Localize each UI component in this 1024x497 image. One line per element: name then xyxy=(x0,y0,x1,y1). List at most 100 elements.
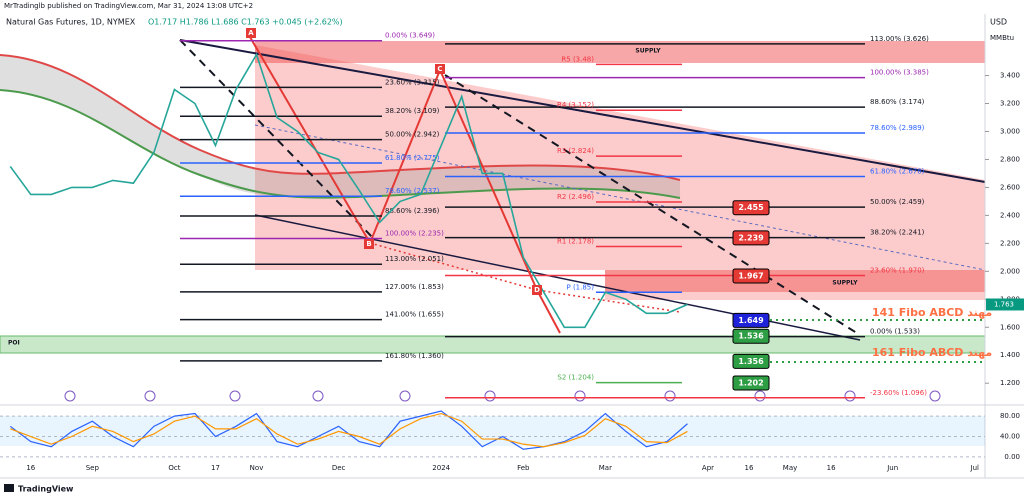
y-tick-label: 80.00 xyxy=(1000,412,1020,420)
level-label: 78.60% (2.537) xyxy=(385,187,440,195)
level-label: 161.80% (1.360) xyxy=(385,352,444,360)
price-tag xyxy=(732,375,770,391)
annotation: 161 Fibo ABCD مهند xyxy=(872,346,992,359)
y-tick-label: 2.000 xyxy=(1000,267,1020,275)
level-label: 50.00% (2.459) xyxy=(870,198,925,206)
y-tick-label: 2.200 xyxy=(1000,239,1020,247)
level-label: 38.20% (3.109) xyxy=(385,107,440,115)
x-tick-label: 2024 xyxy=(432,464,450,472)
level-label: 0.00% (3.649) xyxy=(385,32,435,40)
price-tag-label: 1.202 xyxy=(738,378,763,387)
level-label: 61.80% (2.775) xyxy=(385,154,440,162)
annotation: D xyxy=(534,286,540,294)
level-label: S2 (1.204) xyxy=(557,374,594,382)
trend-line xyxy=(254,124,986,271)
level-label: 113.00% (2.051) xyxy=(385,255,444,263)
supply-zone xyxy=(255,41,985,63)
brand: TradingView xyxy=(18,485,74,494)
annotation: A xyxy=(248,29,254,37)
price-tag xyxy=(732,353,770,369)
price-tag xyxy=(732,268,770,284)
price-tag-label: 1.649 xyxy=(738,316,764,325)
dashed-line xyxy=(179,39,376,241)
annotation: SUPPLY xyxy=(832,280,858,287)
price-tag-label: 1.536 xyxy=(738,332,764,341)
last-price-label: 1.763 xyxy=(994,300,1014,308)
event-icons xyxy=(64,390,941,402)
level-label: R3 (2.824) xyxy=(557,147,594,155)
level-label: R1 (2.178) xyxy=(557,237,594,245)
y-tick-label: 3.200 xyxy=(1000,100,1020,108)
x-tick-label: Jun xyxy=(886,464,898,472)
y-tick-label: 3.400 xyxy=(1000,72,1020,80)
ohlc: O1.717 H1.786 L1.686 C1.763 +0.045 (+2.6… xyxy=(148,18,343,27)
level-label: R4 (3.152) xyxy=(557,101,594,109)
level-label: 61.80% (2.678) xyxy=(870,168,925,176)
level-label: 23.60% (3.315) xyxy=(385,78,440,86)
channel-upper xyxy=(179,39,986,183)
level-label: 127.00% (1.853) xyxy=(385,283,444,291)
level-label: 100.00% (3.385) xyxy=(870,69,929,77)
price-tag xyxy=(732,200,770,216)
last-price-tag xyxy=(986,298,1024,311)
level-label: 141.00% (1.655) xyxy=(385,311,444,319)
point-marker xyxy=(435,64,445,74)
supply-zone xyxy=(605,270,985,292)
dashed-line xyxy=(444,74,861,336)
price-tag xyxy=(732,230,770,246)
ma-band xyxy=(0,55,680,198)
price-tag-label: 1.356 xyxy=(738,357,764,366)
logo xyxy=(4,484,14,492)
x-tick-label: Nov xyxy=(250,464,264,472)
annotation: SUPPLY xyxy=(635,48,661,55)
level-label: R2 (2.496) xyxy=(557,193,594,201)
y-tick-label: 1.600 xyxy=(1000,323,1020,331)
point-marker xyxy=(246,28,256,38)
x-tick-label: Mar xyxy=(599,464,612,472)
level-label: -23.60% (1.096) xyxy=(870,389,927,397)
x-tick-label: Sep xyxy=(86,464,100,472)
point-marker xyxy=(532,285,542,295)
x-tick-label: Feb xyxy=(517,464,530,472)
x-tick-label: 17 xyxy=(211,464,220,472)
x-tick-label: Jul xyxy=(970,464,980,472)
x-tick-label: 16 xyxy=(827,464,836,472)
point-marker xyxy=(364,239,374,249)
level-label: 50.00% (2.942) xyxy=(385,131,440,139)
annotation: POI xyxy=(8,340,20,347)
unit: MMBtu xyxy=(990,34,1014,42)
x-tick-label: 16 xyxy=(26,464,35,472)
y-tick-label: 3.000 xyxy=(1000,127,1020,135)
level-label: 23.60% (1.970) xyxy=(870,267,925,275)
x-tick-label: Dec xyxy=(332,464,346,472)
price-tag xyxy=(732,312,770,328)
y-tick-label: 1.200 xyxy=(1000,379,1020,387)
y-tick-label: 40.00 xyxy=(1000,433,1020,441)
level-label: 38.20% (2.241) xyxy=(870,229,925,237)
y-tick-label: 2.600 xyxy=(1000,183,1020,191)
oscillator-line xyxy=(10,412,688,448)
price-line xyxy=(9,52,688,329)
price-tag xyxy=(732,328,770,344)
pink-zone xyxy=(255,45,985,300)
price-tag-label: 1.967 xyxy=(738,271,763,280)
poi-zone xyxy=(0,335,986,354)
x-tick-label: 16 xyxy=(745,464,754,472)
x-tick-label: Oct xyxy=(168,464,180,472)
ma-red xyxy=(0,54,681,181)
level-label: 113.00% (3.626) xyxy=(870,35,929,43)
y-tick-label: 0.00 xyxy=(1004,453,1020,461)
level-label: R5 (3.48) xyxy=(561,55,594,63)
x-tick-label: May xyxy=(783,464,797,472)
level-label: 100.00% (2.235) xyxy=(385,229,444,237)
price-tag-label: 2.455 xyxy=(738,203,764,212)
annotation: B xyxy=(366,240,371,248)
level-label: 78.60% (2.989) xyxy=(870,124,925,132)
currency: USD xyxy=(990,18,1007,27)
y-tick-label: 1.400 xyxy=(1000,351,1020,359)
y-tick-label: 2.800 xyxy=(1000,155,1020,163)
price-tag-label: 2.239 xyxy=(738,233,764,242)
level-label: 88.60% (3.174) xyxy=(870,98,925,106)
